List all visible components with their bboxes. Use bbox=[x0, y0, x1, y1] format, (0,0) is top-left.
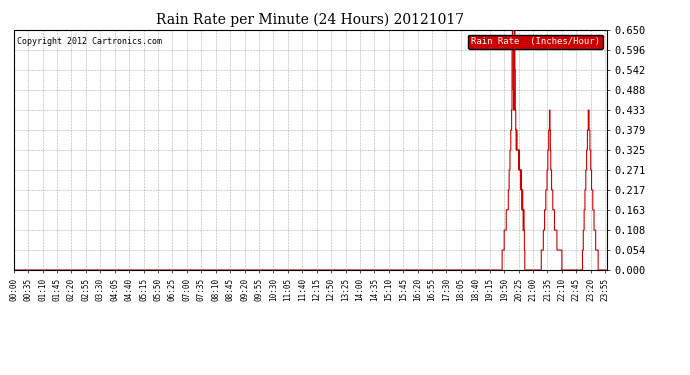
Title: Rain Rate per Minute (24 Hours) 20121017: Rain Rate per Minute (24 Hours) 20121017 bbox=[157, 13, 464, 27]
Text: Copyright 2012 Cartronics.com: Copyright 2012 Cartronics.com bbox=[17, 37, 161, 46]
Legend: Rain Rate  (Inches/Hour): Rain Rate (Inches/Hour) bbox=[469, 34, 602, 49]
